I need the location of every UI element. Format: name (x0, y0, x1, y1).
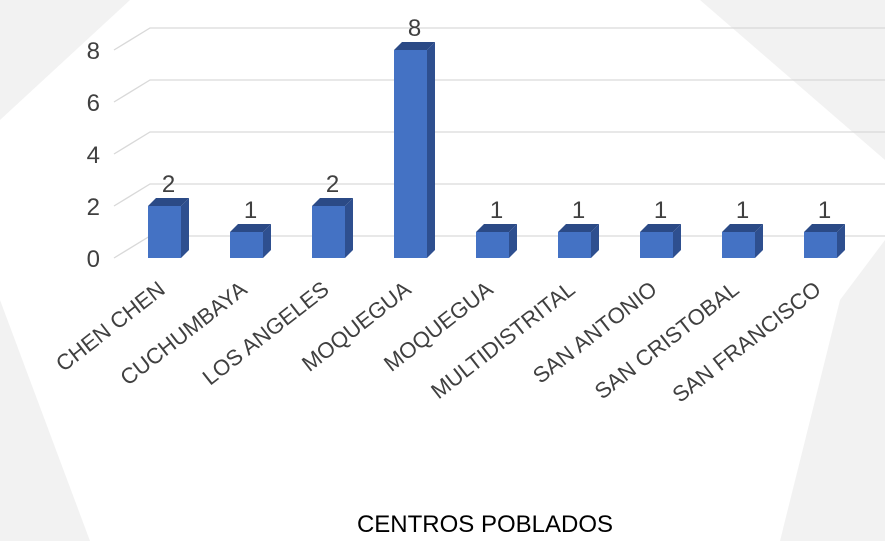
bar-front (394, 50, 427, 258)
watermark-shape (0, 300, 90, 541)
bar-top (558, 224, 599, 232)
data-label: 2 (162, 171, 175, 198)
watermark-shape (0, 0, 130, 120)
bar-top (640, 224, 681, 232)
watermark-shape (780, 240, 885, 541)
bar-top (476, 224, 517, 232)
bar (148, 198, 189, 258)
bar-top (722, 224, 763, 232)
data-label: 1 (736, 197, 749, 224)
y-tick-label: 6 (87, 90, 100, 117)
bar-top (230, 224, 271, 232)
bar-front (312, 206, 345, 258)
bar (312, 198, 353, 258)
gridline (113, 131, 885, 155)
data-labels: 2 1 2 8 1 1 1 1 1 (162, 15, 831, 224)
x-axis-title: CENTROS POBLADOS (357, 511, 613, 538)
bar (394, 42, 435, 258)
y-tick-label: 4 (87, 142, 100, 169)
data-label: 2 (326, 171, 339, 198)
y-tick-label: 8 (87, 38, 100, 65)
bar-side (263, 224, 271, 258)
bar-side (345, 198, 353, 258)
y-tick-label: 2 (87, 194, 100, 221)
bar-top (312, 198, 353, 206)
x-tick-label: MULTIDISTRITAL (426, 276, 579, 404)
bar-front (558, 232, 591, 258)
bar-side (427, 42, 435, 258)
data-label: 1 (244, 197, 257, 224)
bar (558, 224, 599, 258)
y-axis-tick-labels: 0 2 4 6 8 (87, 38, 100, 273)
bar-side (181, 198, 189, 258)
data-label: 1 (818, 197, 831, 224)
bar-front (230, 232, 263, 258)
bar-front (722, 232, 755, 258)
bar-side (673, 224, 681, 258)
data-label: 1 (490, 197, 503, 224)
bar-front (148, 206, 181, 258)
gridline (113, 27, 885, 51)
bar (476, 224, 517, 258)
y-tick-label: 0 (87, 246, 100, 273)
data-label: 1 (654, 197, 667, 224)
bar (722, 224, 763, 258)
bar-side (755, 224, 763, 258)
bar (230, 224, 271, 258)
bar-top (804, 224, 845, 232)
bar (640, 224, 681, 258)
bar-front (476, 232, 509, 258)
x-tick-label: SAN CRISTOBAL (590, 276, 744, 404)
bar-front (804, 232, 837, 258)
bar-front (640, 232, 673, 258)
bar (804, 224, 845, 258)
bar-top (148, 198, 189, 206)
bar-side (837, 224, 845, 258)
bar-top (394, 42, 435, 50)
bars (148, 42, 845, 258)
x-tick-label: SAN FRANCISCO (668, 276, 826, 407)
gridline (113, 79, 885, 103)
bar-side (591, 224, 599, 258)
gridline (113, 183, 885, 207)
data-label: 8 (408, 15, 421, 42)
data-label: 1 (572, 197, 585, 224)
bar-side (509, 224, 517, 258)
